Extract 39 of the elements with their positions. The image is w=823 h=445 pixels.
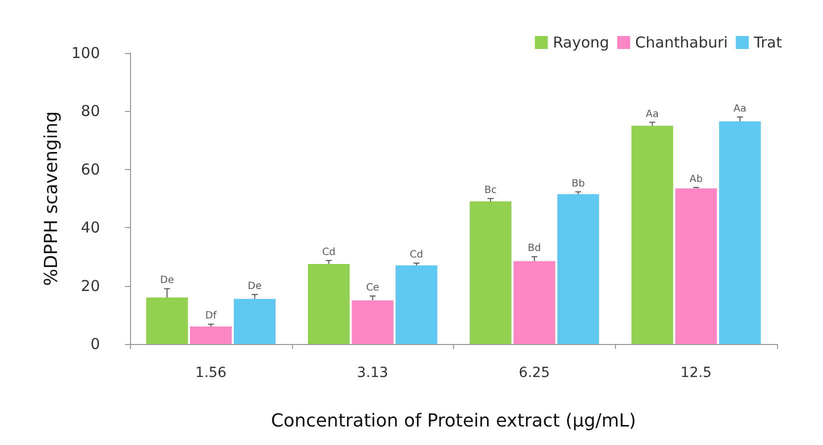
legend-label: Chanthaburi [635, 34, 728, 52]
bar [190, 326, 232, 344]
data-label: Aa [733, 104, 746, 115]
y-tick-label: 80 [80, 102, 100, 120]
x-tick-label: 1.56 [195, 365, 227, 381]
bar [470, 201, 512, 344]
y-axis-title: %DPPH scavenging [40, 111, 62, 286]
y-tick-label: 60 [80, 160, 100, 178]
bar [308, 264, 350, 344]
y-tick-label: 20 [80, 276, 100, 295]
data-label: Cd [410, 250, 424, 261]
bar [631, 126, 674, 344]
legend-label: Trat [752, 34, 782, 52]
data-label: De [248, 281, 262, 292]
x-tick-label: 6.25 [518, 365, 550, 381]
data-label: Ab [690, 174, 703, 185]
bar [557, 194, 600, 344]
bar [396, 265, 438, 344]
y-tick-label: 0 [90, 335, 100, 353]
x-tick-label: 12.5 [680, 365, 712, 381]
legend-label: Rayong [552, 34, 610, 52]
bar [352, 300, 394, 344]
bar [719, 121, 761, 344]
bar [514, 261, 556, 344]
data-label: Bb [572, 178, 585, 190]
data-label: Df [205, 310, 217, 322]
data-label: Cd [322, 246, 336, 258]
bar [675, 188, 717, 344]
y-tick-label: 100 [71, 44, 100, 62]
data-label: Ce [366, 282, 380, 294]
bar [234, 298, 276, 344]
x-axis-title: Concentration of Protein extract (µg/mL) [270, 410, 636, 432]
y-tick-label: 40 [80, 218, 100, 237]
data-label: De [160, 275, 174, 286]
data-label: Bd [528, 243, 541, 254]
bar [146, 297, 188, 344]
x-tick-label: 3.13 [357, 365, 388, 381]
data-label: Bc [484, 185, 497, 196]
data-label: Aa [646, 108, 659, 120]
